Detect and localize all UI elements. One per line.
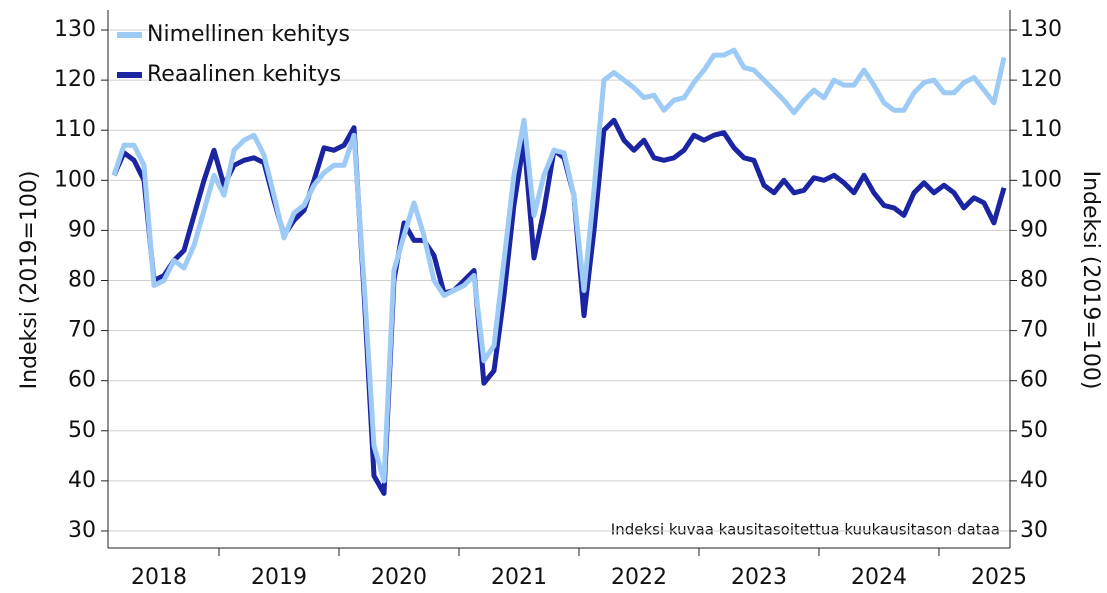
y-tick-label: 110 — [54, 117, 96, 142]
y2-tick-label: 50 — [1020, 418, 1048, 443]
series-line — [111, 117, 1007, 496]
y2-tick-label: 70 — [1020, 318, 1048, 343]
x-tick-label: 2022 — [611, 565, 667, 590]
series-line — [111, 47, 1007, 484]
y2-tick-label: 90 — [1020, 217, 1048, 242]
y2-tick-label: 120 — [1020, 67, 1062, 92]
y-tick-label: 50 — [68, 418, 96, 443]
y-tick-label: 30 — [68, 518, 96, 543]
x-tick-label: 2023 — [731, 565, 787, 590]
y-tick-label: 60 — [68, 368, 96, 393]
y2-tick-label: 100 — [1020, 167, 1062, 192]
y2-tick-label: 80 — [1020, 268, 1048, 293]
x-tick-label: 2020 — [371, 565, 427, 590]
x-tick-label: 2019 — [251, 565, 307, 590]
y2-tick-label: 110 — [1020, 117, 1062, 142]
x-tick-label: 2021 — [491, 565, 547, 590]
y-tick-label: 90 — [68, 217, 96, 242]
y2-tick-label: 130 — [1020, 17, 1062, 42]
x-tick-label: 2024 — [851, 565, 907, 590]
y-axis-label: Indeksi (2019=100) — [17, 171, 42, 390]
y2-tick-label: 60 — [1020, 368, 1048, 393]
y-tick-label: 70 — [68, 318, 96, 343]
legend-label: Nimellinen kehitys — [147, 22, 350, 47]
y-tick-label: 120 — [54, 67, 96, 92]
y2-tick-label: 40 — [1020, 468, 1048, 493]
annotation: Indeksi kuvaa kausitasoitettua kuukausit… — [611, 521, 1000, 539]
x-tick-label: 2018 — [131, 565, 187, 590]
y-tick-label: 40 — [68, 468, 96, 493]
x-tick-label: 2025 — [971, 565, 1027, 590]
y-tick-label: 100 — [54, 167, 96, 192]
legend-label: Reaalinen kehitys — [147, 62, 341, 87]
y2-tick-label: 30 — [1020, 518, 1048, 543]
y2-axis-label: Indeksi (2019=100) — [1078, 171, 1103, 390]
y-tick-label: 130 — [54, 17, 96, 42]
y-tick-label: 80 — [68, 268, 96, 293]
